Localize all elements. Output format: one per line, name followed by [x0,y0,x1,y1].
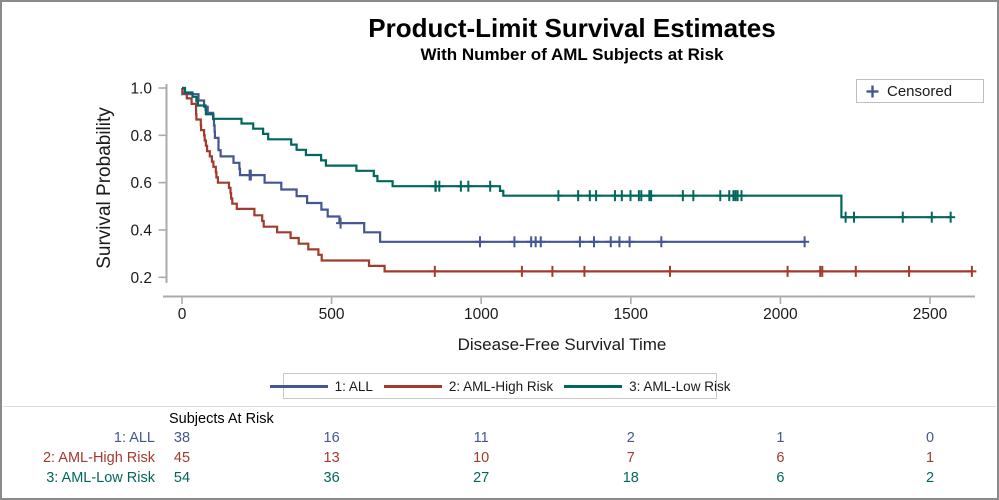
censored-legend-label: Censored [887,82,953,100]
risk-count-1-3: 11 [473,430,489,446]
risk-count-2-5: 6 [776,450,785,466]
survival-curve-3 [182,86,951,219]
legend-entry-2: 2: AML-High Risk [383,378,554,394]
risk-count-1-6: 0 [925,430,935,446]
legend-label-1: 1: ALL [334,378,373,394]
risk-count-1-4: 2 [626,430,635,446]
risk-count-3-3: 27 [473,470,490,486]
at-risk-table-header: Subjects At Risk [169,411,274,427]
series-legend: 1: ALL 2: AML-High Risk 3: AML-Low Risk [269,373,730,399]
censored-legend: Censored [856,79,984,103]
legend-entry-1: 1: ALL [269,378,373,394]
y-tick-label: 0.4 [130,222,152,239]
x-axis-title: Disease-Free Survival Time [457,335,667,354]
survival-curve-2 [181,86,972,273]
y-tick-label: 1.0 [130,81,152,98]
risk-row-label-3: 3: AML-Low Risk [46,470,155,486]
legend-label-2: 2: AML-High Risk [448,378,554,394]
x-tick-label: 0 [178,306,187,323]
risk-row-label-1: 1: ALL [113,430,155,446]
x-tick-label: 1500 [614,306,649,323]
risk-count-3-4: 18 [622,470,639,486]
x-tick-label: 2000 [763,306,798,323]
y-tick-label: 0.6 [130,175,152,192]
legend-swatch-2 [383,384,442,388]
risk-count-3-6: 2 [925,470,935,486]
y-tick-label: 0.2 [130,270,152,287]
risk-row-label-2: 2: AML-High Risk [42,450,155,466]
chart-title: Product-Limit Survival Estimates [368,13,776,43]
risk-count-3-5: 6 [776,470,785,486]
legend-swatch-1 [269,384,328,388]
panel-separator-line [3,406,996,407]
risk-count-2-4: 7 [626,450,635,466]
legend-label-3: 3: AML-Low Risk [629,378,731,394]
risk-count-2-2: 13 [323,450,340,466]
risk-count-2-1: 45 [173,450,191,466]
legend-swatch-3 [564,384,623,388]
x-tick-label: 2500 [913,306,948,323]
risk-count-2-3: 10 [473,450,490,466]
censored-plus-icon [866,85,879,97]
x-tick-label: 1000 [464,306,499,323]
risk-count-1-1: 38 [173,430,191,446]
risk-count-1-5: 1 [776,430,785,446]
y-tick-label: 0.8 [130,128,152,145]
y-axis-title: Survival Probability [94,107,115,269]
risk-count-3-1: 54 [173,470,191,486]
legend-entry-3: 3: AML-Low Risk [564,379,730,394]
survival-curve-1 [181,86,805,243]
chart-subtitle: With Number of AML Subjects at Risk [420,45,724,64]
risk-count-2-6: 1 [925,450,935,466]
x-tick-label: 500 [319,306,345,323]
risk-count-3-2: 36 [323,470,340,486]
risk-count-1-2: 16 [323,430,340,446]
